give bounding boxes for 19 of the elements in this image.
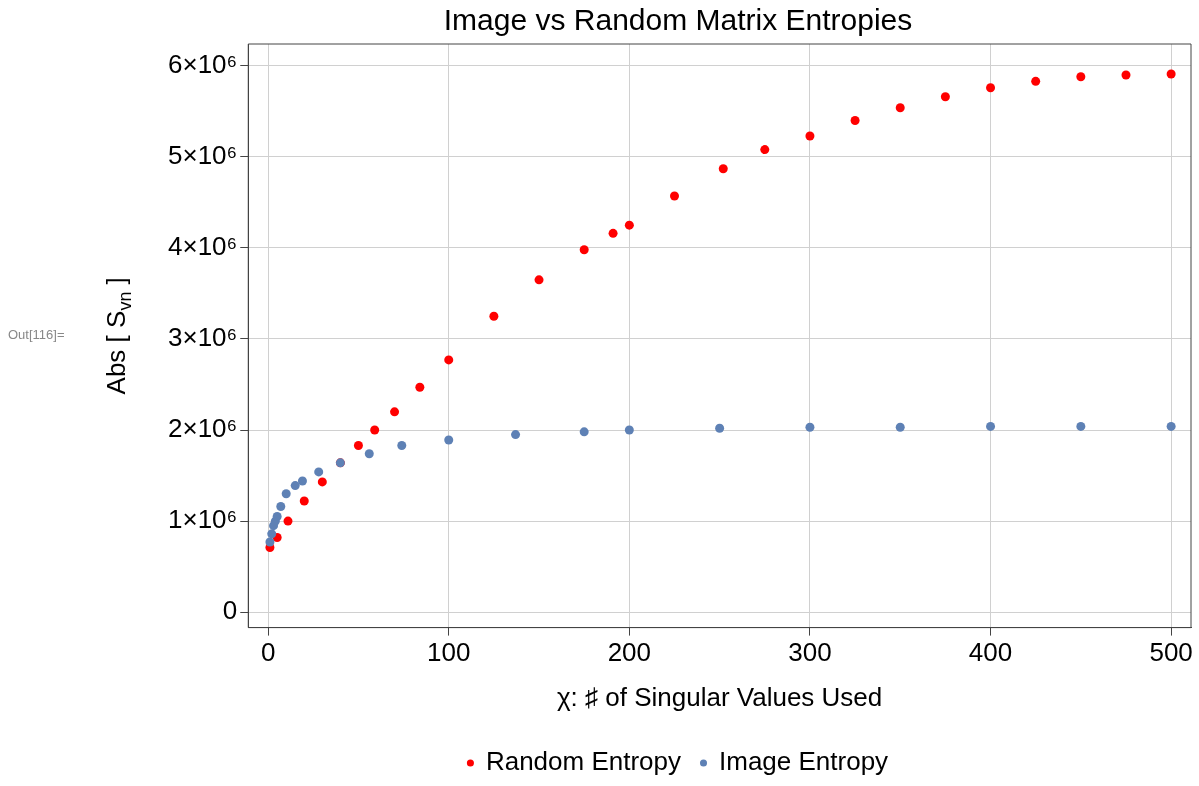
legend-label: Random Entropy [485, 746, 682, 777]
x-tick-label: 100 [427, 637, 471, 668]
y-tick-label: 0 [222, 595, 238, 626]
x-axis-title: χ: ♯ of Singular Values Used [556, 681, 883, 712]
x-tick-label: 0 [260, 637, 276, 668]
legend-label: Image Entropy [719, 746, 889, 777]
x-tick-label: 500 [1149, 637, 1193, 668]
chart-title: Image vs Random Matrix Entropies [443, 3, 913, 37]
y-tick-label: 6×10⁶ [168, 49, 238, 80]
y-tick-label: 3×10⁶ [168, 322, 238, 353]
x-tick-label: 400 [968, 637, 1013, 668]
y-axis-title: Abs [ Svn ] [101, 277, 136, 395]
x-tick-label: 300 [788, 637, 832, 668]
y-tick-label: 4×10⁶ [168, 231, 238, 262]
y-tick-label: 1×10⁶ [168, 504, 238, 535]
text: Out[116]= [8, 327, 65, 343]
y-tick-label: 5×10⁶ [168, 140, 238, 171]
x-tick-label: 200 [607, 637, 652, 668]
y-tick-label: 2×10⁶ [168, 413, 238, 444]
